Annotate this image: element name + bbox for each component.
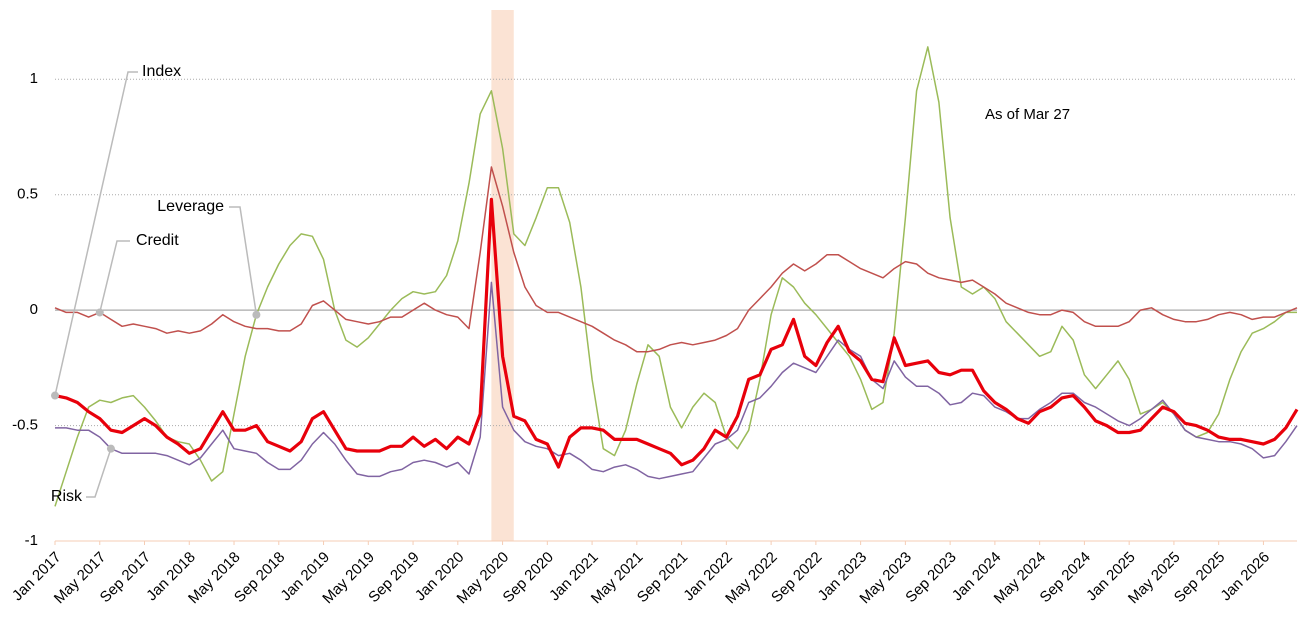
y-tick-label: 0.5 <box>17 186 38 203</box>
y-tick-label: -1 <box>25 532 38 549</box>
leader-dot <box>51 391 59 400</box>
series-line <box>54 166 1298 353</box>
series-line <box>55 281 1298 480</box>
leader-dot <box>106 444 115 453</box>
series-label: Leverage <box>157 198 224 215</box>
leader-line <box>86 448 112 498</box>
x-tick-label: Jan 2026 <box>1217 549 1273 605</box>
annotation: As of Mar 27 <box>985 106 1070 123</box>
y-tick-label: 1 <box>30 70 38 87</box>
leader-line <box>229 206 258 315</box>
series-line <box>54 197 1299 469</box>
leader-dot <box>95 308 104 317</box>
leader-line <box>99 240 130 313</box>
series-label: Risk <box>51 488 83 505</box>
leader-line <box>54 71 138 396</box>
y-tick-label: -0.5 <box>12 417 38 434</box>
y-tick-label: 0 <box>30 301 38 318</box>
series-label: Credit <box>136 232 179 249</box>
leader-dot <box>252 310 261 319</box>
series-line <box>54 46 1297 507</box>
highlight-band <box>491 10 514 541</box>
series-label: Index <box>142 63 181 80</box>
